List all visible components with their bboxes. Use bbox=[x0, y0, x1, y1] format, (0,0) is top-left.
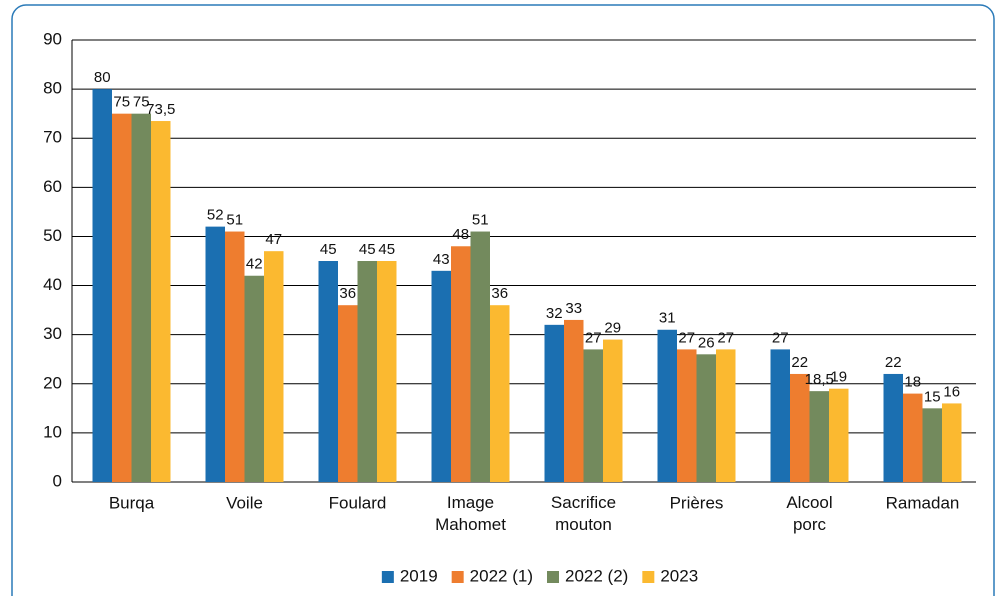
bar bbox=[151, 121, 171, 483]
data-label: 45 bbox=[320, 241, 337, 258]
bar bbox=[544, 324, 564, 482]
x-tick-label: Burqa bbox=[109, 493, 155, 512]
bar bbox=[922, 408, 942, 482]
data-label: 31 bbox=[659, 310, 676, 327]
bar bbox=[318, 261, 338, 482]
bar bbox=[903, 393, 923, 482]
bar bbox=[696, 354, 716, 482]
bar bbox=[564, 319, 584, 482]
bar bbox=[451, 246, 471, 482]
bar bbox=[470, 231, 490, 482]
data-label: 19 bbox=[830, 369, 847, 386]
bar bbox=[244, 275, 264, 482]
bar bbox=[92, 89, 112, 482]
data-label: 80 bbox=[94, 69, 111, 86]
legend-label: 2019 bbox=[400, 566, 438, 585]
bar bbox=[770, 349, 790, 482]
data-label: 73,5 bbox=[146, 101, 175, 118]
x-tick-label: Alcool porc bbox=[786, 493, 832, 534]
legend-swatch bbox=[381, 571, 394, 583]
data-label: 15 bbox=[924, 388, 941, 405]
bar bbox=[357, 261, 377, 482]
bar bbox=[490, 305, 510, 482]
bar bbox=[677, 349, 697, 482]
bar bbox=[131, 113, 151, 483]
data-label: 52 bbox=[207, 207, 224, 224]
x-tick-label: Foulard bbox=[329, 493, 387, 512]
data-label: 27 bbox=[717, 329, 734, 346]
bar bbox=[377, 261, 397, 482]
bar bbox=[112, 113, 132, 483]
data-label: 51 bbox=[226, 212, 243, 229]
bar bbox=[942, 403, 962, 482]
legend-label: 2022 (2) bbox=[565, 566, 628, 585]
y-tick-label: 40 bbox=[43, 275, 62, 294]
data-label: 75 bbox=[133, 94, 150, 111]
data-label: 42 bbox=[246, 256, 263, 273]
y-tick-label: 70 bbox=[43, 128, 62, 147]
data-label: 27 bbox=[772, 329, 789, 346]
data-label: 43 bbox=[433, 251, 450, 268]
legend-swatch bbox=[547, 571, 559, 583]
y-tick-label: 0 bbox=[53, 471, 62, 490]
x-tick-label: Image Mahomet bbox=[435, 493, 506, 534]
data-label: 27 bbox=[678, 329, 695, 346]
legend-label: 2022 (1) bbox=[470, 566, 533, 585]
data-label: 32 bbox=[546, 305, 563, 322]
legend-label: 2023 bbox=[660, 566, 698, 585]
data-label: 27 bbox=[585, 329, 602, 346]
data-label: 75 bbox=[113, 94, 130, 111]
data-label: 45 bbox=[359, 241, 376, 258]
data-label: 29 bbox=[604, 320, 621, 337]
x-tick-label: Ramadan bbox=[886, 493, 960, 512]
bar bbox=[657, 329, 677, 482]
y-tick-label: 80 bbox=[43, 79, 62, 98]
data-label: 48 bbox=[452, 226, 469, 243]
data-label: 18 bbox=[904, 374, 921, 391]
bar bbox=[716, 349, 736, 482]
data-label: 33 bbox=[565, 300, 582, 317]
x-tick-label: Sacrifice mouton bbox=[551, 493, 616, 534]
data-label: 22 bbox=[791, 354, 808, 371]
x-tick-label: Voile bbox=[226, 493, 263, 512]
bar bbox=[264, 251, 284, 482]
y-tick-label: 50 bbox=[43, 226, 62, 245]
data-label: 45 bbox=[378, 241, 395, 258]
data-label: 22 bbox=[885, 354, 902, 371]
y-tick-label: 30 bbox=[43, 324, 62, 343]
x-tick-label: Prières bbox=[670, 493, 724, 512]
bar bbox=[205, 226, 225, 482]
legend-swatch bbox=[642, 571, 655, 583]
bar bbox=[225, 231, 245, 482]
y-tick-label: 90 bbox=[43, 29, 62, 48]
bar bbox=[431, 270, 451, 482]
bar bbox=[338, 305, 358, 482]
bar bbox=[883, 373, 903, 482]
y-tick-label: 20 bbox=[43, 373, 62, 392]
bar bbox=[809, 391, 829, 482]
data-label: 26 bbox=[698, 334, 715, 351]
frame bbox=[11, 4, 995, 596]
bar bbox=[583, 349, 603, 482]
data-label: 36 bbox=[339, 285, 356, 302]
legend-swatch bbox=[451, 571, 464, 583]
bar bbox=[603, 339, 623, 482]
data-label: 47 bbox=[265, 231, 282, 248]
data-label: 18,5 bbox=[805, 371, 834, 388]
bar bbox=[790, 373, 810, 482]
data-label: 36 bbox=[491, 285, 508, 302]
data-label: 16 bbox=[943, 383, 960, 400]
data-label: 51 bbox=[472, 212, 489, 229]
bar bbox=[829, 388, 849, 482]
y-tick-label: 10 bbox=[43, 422, 62, 441]
y-tick-label: 60 bbox=[43, 177, 62, 196]
